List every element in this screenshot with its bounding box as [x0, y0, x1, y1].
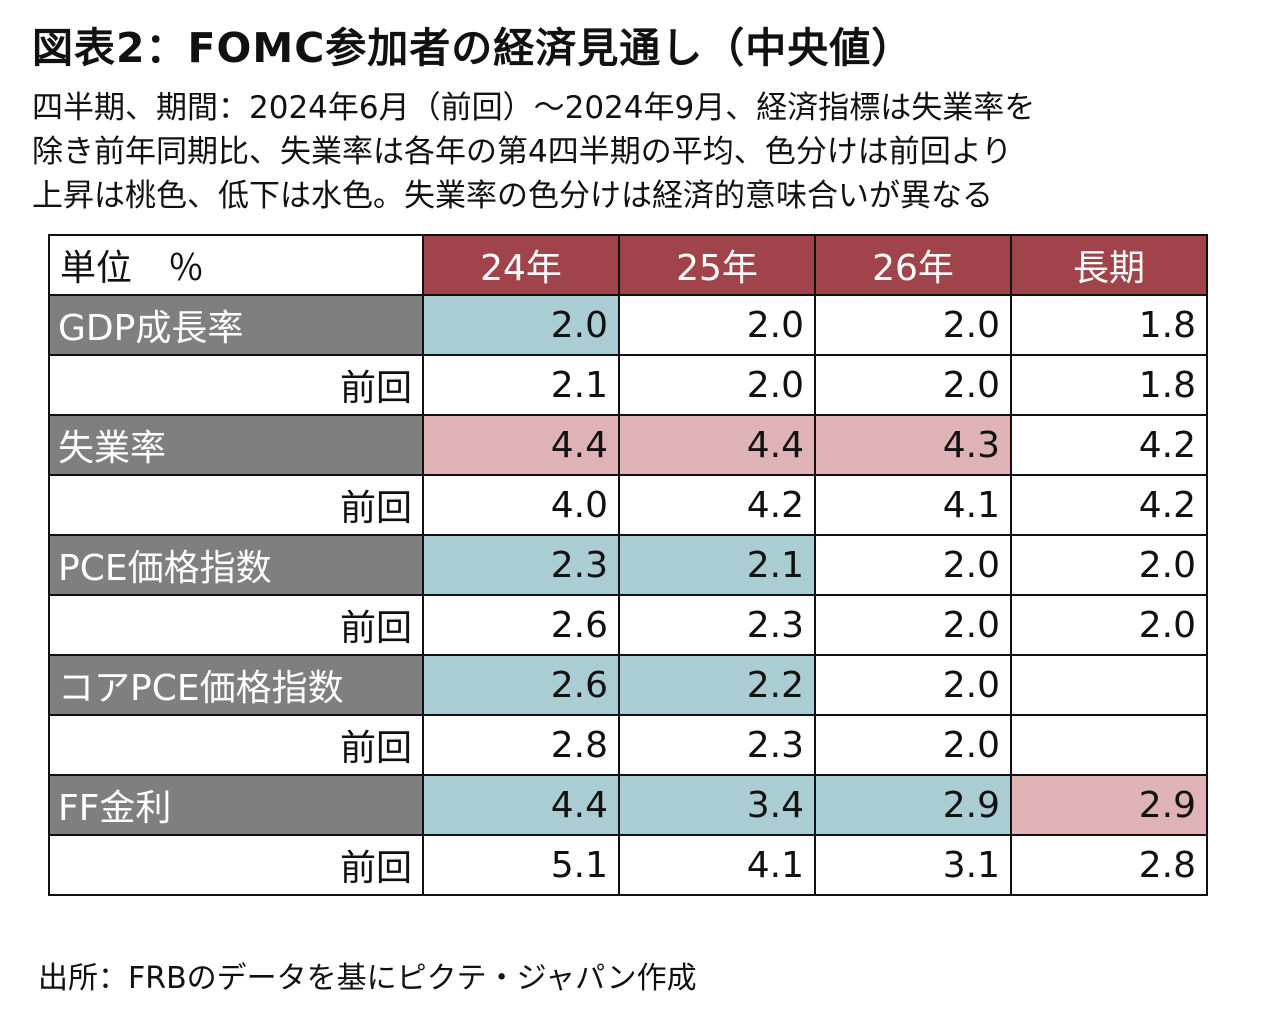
value-cell: 3.1 [814, 834, 1012, 896]
value-cell: 4.4 [422, 774, 620, 836]
value-cell: 2.0 [814, 354, 1012, 416]
indicator-label: FF金利 [48, 774, 424, 836]
value-cell: 4.0 [422, 474, 620, 536]
value-cell: 2.1 [422, 354, 620, 416]
value-cell: 1.8 [1010, 294, 1208, 356]
value-cell: 4.2 [618, 474, 816, 536]
value-cell: 2.2 [618, 654, 816, 716]
column-header: 25年 [618, 234, 816, 296]
indicator-row: GDP成長率 2.0 2.0 2.0 1.8 [48, 294, 1208, 356]
value-cell: 4.2 [1010, 474, 1208, 536]
value-cell: 5.1 [422, 834, 620, 896]
indicator-row: PCE価格指数 2.3 2.1 2.0 2.0 [48, 534, 1208, 596]
value-cell: 2.9 [1010, 774, 1208, 836]
value-cell: 4.4 [422, 414, 620, 476]
value-cell: 4.1 [814, 474, 1012, 536]
value-cell [1010, 714, 1208, 776]
indicator-row: コアPCE価格指数 2.6 2.2 2.0 [48, 654, 1208, 716]
value-cell: 2.8 [422, 714, 620, 776]
subtitle-line: 四半期、期間：2024年6月（前回）～2024年9月、経済指標は失業率を [32, 90, 1036, 126]
value-cell: 2.0 [618, 294, 816, 356]
value-cell [1010, 654, 1208, 716]
value-cell: 2.0 [618, 354, 816, 416]
value-cell: 2.0 [1010, 534, 1208, 596]
value-cell: 2.8 [1010, 834, 1208, 896]
subtitle-line: 除き前年同期比、失業率は各年の第4四半期の平均、色分けは前回より [32, 134, 1013, 170]
source-note: 出所：FRBのデータを基にピクテ・ジャパン作成 [38, 961, 697, 996]
value-cell: 2.3 [618, 714, 816, 776]
previous-label: 前回 [48, 354, 424, 416]
value-cell: 4.4 [618, 414, 816, 476]
header-row: 単位 ％ 24年 25年 26年 長期 [48, 234, 1208, 296]
value-cell: 2.0 [1010, 594, 1208, 656]
value-cell: 2.3 [422, 534, 620, 596]
previous-row: 前回 4.0 4.2 4.1 4.2 [48, 474, 1208, 536]
value-cell: 4.1 [618, 834, 816, 896]
indicator-label: PCE価格指数 [48, 534, 424, 596]
column-header: 長期 [1010, 234, 1208, 296]
indicator-row: FF金利 4.4 3.4 2.9 2.9 [48, 774, 1208, 836]
value-cell: 2.0 [814, 594, 1012, 656]
subtitle: 四半期、期間：2024年6月（前回）～2024年9月、経済指標は失業率を 除き前… [32, 86, 1262, 218]
value-cell: 3.4 [618, 774, 816, 836]
indicator-label: コアPCE価格指数 [48, 654, 424, 716]
value-cell: 2.0 [814, 714, 1012, 776]
column-header: 26年 [814, 234, 1012, 296]
previous-label: 前回 [48, 474, 424, 536]
previous-label: 前回 [48, 714, 424, 776]
value-cell: 2.0 [422, 294, 620, 356]
column-header: 24年 [422, 234, 620, 296]
value-cell: 2.6 [422, 594, 620, 656]
indicator-label: 失業率 [48, 414, 424, 476]
value-cell: 2.9 [814, 774, 1012, 836]
indicator-label: GDP成長率 [48, 294, 424, 356]
value-cell: 4.3 [814, 414, 1012, 476]
previous-label: 前回 [48, 834, 424, 896]
value-cell: 2.1 [618, 534, 816, 596]
page-title: 図表2：FOMC参加者の経済見通し（中央値） [32, 24, 914, 72]
value-cell: 2.0 [814, 534, 1012, 596]
previous-label: 前回 [48, 594, 424, 656]
previous-row: 前回 2.1 2.0 2.0 1.8 [48, 354, 1208, 416]
value-cell: 1.8 [1010, 354, 1208, 416]
previous-row: 前回 2.8 2.3 2.0 [48, 714, 1208, 776]
value-cell: 2.0 [814, 654, 1012, 716]
value-cell: 2.0 [814, 294, 1012, 356]
value-cell: 2.6 [422, 654, 620, 716]
forecast-table: 単位 ％ 24年 25年 26年 長期 GDP成長率 2.0 2.0 2.0 1.8 前回… [48, 234, 1208, 896]
previous-row: 前回 2.6 2.3 2.0 2.0 [48, 594, 1208, 656]
unit-header: 単位 ％ [48, 234, 424, 296]
indicator-row: 失業率 4.4 4.4 4.3 4.2 [48, 414, 1208, 476]
value-cell: 4.2 [1010, 414, 1208, 476]
previous-row: 前回 5.1 4.1 3.1 2.8 [48, 834, 1208, 896]
value-cell: 2.3 [618, 594, 816, 656]
subtitle-line: 上昇は桃色、低下は水色。失業率の色分けは経済的意味合いが異なる [32, 178, 993, 214]
